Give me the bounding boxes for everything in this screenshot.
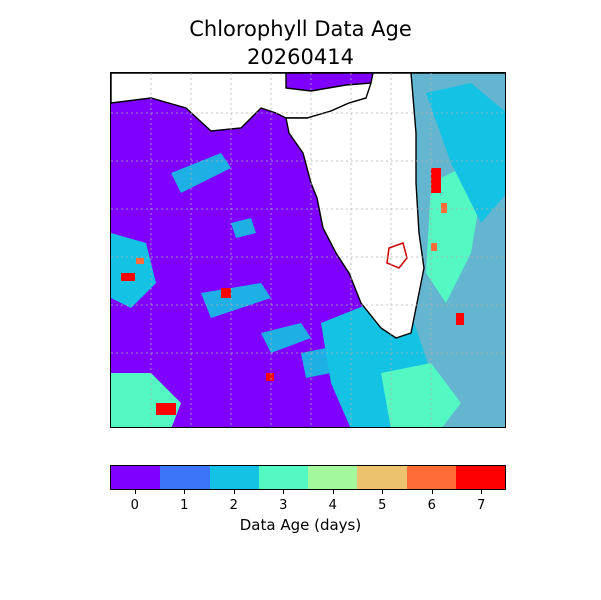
colorbar-tick <box>431 490 433 494</box>
colorbar-segment <box>209 466 259 489</box>
colorbar-tick <box>481 490 483 494</box>
colorbar-segment <box>160 466 210 489</box>
chart-date: 20260414 <box>247 45 354 69</box>
colorbar-tick-label: 0 <box>130 498 139 513</box>
lake-okeechobee <box>386 242 408 269</box>
colorbar-label: Data Age (days) <box>239 516 362 534</box>
map-panel <box>110 72 506 428</box>
colorbar-segment <box>357 466 407 489</box>
colorbar-tick-label: 4 <box>328 498 337 513</box>
colorbar-segment <box>308 466 358 489</box>
map-gridlines <box>111 73 505 427</box>
colorbar-tick <box>233 490 235 494</box>
colorbar-segment <box>455 466 505 489</box>
colorbar-segment <box>111 466 161 489</box>
colorbar-segment <box>258 466 308 489</box>
old-data-specks <box>121 168 464 415</box>
gulf-streaks <box>171 153 331 378</box>
colorbar-tick-label: 1 <box>180 498 189 513</box>
colorbar-tick <box>283 490 285 494</box>
colorbar-tick <box>134 490 136 494</box>
colorbar-tick <box>382 490 384 494</box>
colorbar-tick-label: 2 <box>229 498 238 513</box>
atlantic-cyan-patch <box>426 83 505 223</box>
map-canvas <box>111 73 505 427</box>
colorbar-tick <box>332 490 334 494</box>
atlantic-older-patch <box>426 168 481 303</box>
west-gulf-patch <box>111 233 156 308</box>
colorbar-tick-label: 7 <box>477 498 486 513</box>
colorbar-tick-label: 6 <box>427 498 436 513</box>
colorbar-segment <box>406 466 456 489</box>
colorbar-tick-label: 5 <box>378 498 387 513</box>
colorbar-ticks: 0 1 2 3 4 5 6 7 <box>110 490 506 520</box>
mid-age-specks <box>136 203 447 264</box>
colorbar-tick-label: 3 <box>279 498 288 513</box>
keys-patch <box>381 363 461 427</box>
colorbar <box>110 465 506 490</box>
florida-peninsula <box>285 73 425 339</box>
chart-title: Chlorophyll Data Age <box>189 17 412 41</box>
colorbar-tick <box>184 490 186 494</box>
